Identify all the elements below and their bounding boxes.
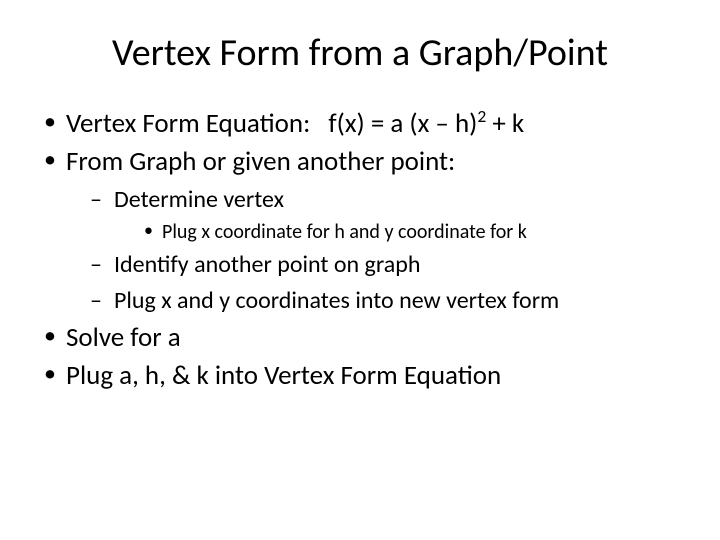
bullet-list-level2: Determine vertex Plug x coordinate for h… bbox=[66, 183, 680, 318]
bullet-text: Identify another point on graph bbox=[114, 250, 420, 279]
bullet-text: Solve for a bbox=[66, 321, 181, 354]
list-item: Plug x coordinate for h and y coordinate… bbox=[140, 218, 680, 246]
bullet-text: Plug a, h, & k into Vertex Form Equation bbox=[66, 359, 501, 392]
bullet-text: Plug x and y coordinates into new vertex… bbox=[114, 286, 559, 315]
bullet-text: Vertex Form Equation: bbox=[66, 107, 310, 140]
bullet-list-level1: Vertex Form Equation: f(x) = a (x – h)2 … bbox=[40, 106, 680, 395]
list-item: Plug a, h, & k into Vertex Form Equation bbox=[40, 358, 680, 394]
bullet-text: Plug x coordinate for h and y coordinate… bbox=[162, 220, 527, 244]
list-item: Plug x and y coordinates into new vertex… bbox=[86, 284, 680, 318]
list-item: Vertex Form Equation: f(x) = a (x – h)2 … bbox=[40, 106, 680, 142]
list-item: Solve for a bbox=[40, 320, 680, 356]
list-item: From Graph or given another point: Deter… bbox=[40, 144, 680, 317]
bullet-text: Determine vertex bbox=[114, 185, 284, 214]
list-item: Identify another point on graph bbox=[86, 248, 680, 282]
equation-exponent: 2 bbox=[477, 105, 486, 127]
bullet-text: From Graph or given another point: bbox=[66, 145, 455, 178]
equation-part: f(x) = a (x – h) bbox=[328, 107, 477, 140]
list-item: Determine vertex Plug x coordinate for h… bbox=[86, 183, 680, 247]
slide-title: Vertex Form from a Graph/Point bbox=[40, 30, 680, 76]
equation-part: + k bbox=[486, 107, 524, 140]
bullet-list-level3: Plug x coordinate for h and y coordinate… bbox=[114, 218, 680, 246]
